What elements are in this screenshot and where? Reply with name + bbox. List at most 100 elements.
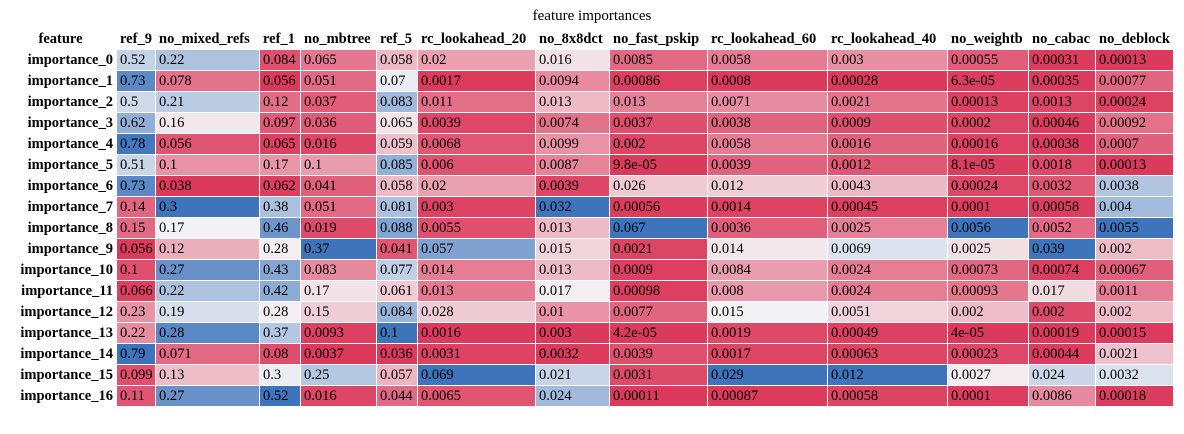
column-header: no_8x8dct — [535, 28, 610, 50]
heatmap-cell: 0.0043 — [827, 175, 948, 197]
heatmap-cell: 0.0074 — [535, 112, 610, 134]
heatmap-cell: 0.5 — [116, 91, 156, 113]
heatmap-cell: 0.23 — [116, 301, 156, 323]
heatmap-cell: 0.016 — [300, 133, 377, 155]
heatmap-cell: 0.012 — [707, 175, 828, 197]
column-header: rc_lookahead_20 — [417, 28, 536, 50]
heatmap-cell: 0.22 — [155, 280, 260, 302]
row-label: importance_9 — [4, 238, 117, 260]
heatmap-cell: 0.028 — [417, 301, 536, 323]
heatmap-cell: 0.0069 — [827, 238, 948, 260]
heatmap-cell: 0.15 — [300, 301, 377, 323]
row-label: importance_13 — [4, 322, 117, 344]
corner-label: feature — [4, 28, 117, 50]
heatmap-table: feature ref_9 no_mixed_refs ref_1 no_mbtree… — [4, 28, 1174, 407]
heatmap-cell: 0.0094 — [535, 70, 610, 92]
row-label: importance_7 — [4, 196, 117, 218]
heatmap-cell: 0.38 — [259, 196, 301, 218]
heatmap-cell: 0.002 — [947, 301, 1029, 323]
heatmap-cell: 0.0099 — [535, 133, 610, 155]
heatmap-cell: 0.003 — [417, 196, 536, 218]
heatmap-cell: 0.3 — [259, 364, 301, 386]
heatmap-cell: 0.0086 — [1028, 385, 1096, 407]
heatmap-cell: 0.00045 — [827, 196, 948, 218]
heatmap-cell: 0.00044 — [1028, 343, 1096, 365]
row-label: importance_4 — [4, 133, 117, 155]
heatmap-cell: 0.0068 — [417, 133, 536, 155]
heatmap-cell: 0.00092 — [1095, 112, 1174, 134]
heatmap-cell: 0.21 — [155, 91, 260, 113]
heatmap-cell: 0.013 — [535, 217, 610, 239]
heatmap-cell: 0.0039 — [535, 175, 610, 197]
heatmap-cell: 0.062 — [259, 175, 301, 197]
column-header: no_weightb — [947, 28, 1029, 50]
heatmap-cell: 0.0002 — [947, 112, 1029, 134]
heatmap-cell: 0.0007 — [1095, 133, 1174, 155]
heatmap-cell: 0.065 — [259, 133, 301, 155]
heatmap-cell: 0.036 — [300, 112, 377, 134]
heatmap-cell: 0.0031 — [417, 343, 536, 365]
heatmap-cell: 0.19 — [155, 301, 260, 323]
heatmap-cell: 0.059 — [376, 133, 418, 155]
row-label: importance_5 — [4, 154, 117, 176]
heatmap-cell: 0.056 — [259, 70, 301, 92]
heatmap-cell: 0.084 — [376, 301, 418, 323]
row-label: importance_11 — [4, 280, 117, 302]
heatmap-cell: 0.00011 — [609, 385, 708, 407]
row-label: importance_14 — [4, 343, 117, 365]
heatmap-cell: 0.1 — [376, 322, 418, 344]
heatmap-cell: 0.081 — [376, 196, 418, 218]
heatmap-cell: 8.1e-05 — [947, 154, 1029, 176]
heatmap-cell: 0.012 — [827, 364, 948, 386]
heatmap-cell: 0.041 — [300, 175, 377, 197]
heatmap-cell: 0.013 — [535, 259, 610, 281]
heatmap-cell: 0.52 — [259, 385, 301, 407]
heatmap-cell: 0.0009 — [827, 112, 948, 134]
heatmap-cell: 0.15 — [116, 217, 156, 239]
heatmap-cell: 0.37 — [300, 238, 377, 260]
heatmap-cell: 0.00093 — [947, 280, 1029, 302]
heatmap-cell: 0.0058 — [707, 133, 828, 155]
heatmap-cell: 0.14 — [116, 196, 156, 218]
heatmap-cell: 0.002 — [1095, 301, 1174, 323]
heatmap-cell: 0.1 — [300, 154, 377, 176]
table-row: importance_10 0.1 0.27 0.43 0.083 0.077 0.014 0… — [4, 259, 1174, 281]
heatmap-cell: 0.0032 — [535, 343, 610, 365]
heatmap-cell: 0.0032 — [1028, 175, 1096, 197]
heatmap-cell: 0.0025 — [827, 217, 948, 239]
heatmap-cell: 0.021 — [535, 364, 610, 386]
row-label: importance_2 — [4, 91, 117, 113]
table-row: importance_13 0.22 0.28 0.37 0.0093 0.1 0.0016… — [4, 322, 1174, 344]
column-header: no_mbtree — [300, 28, 377, 50]
column-header: ref_9 — [116, 28, 156, 50]
heatmap-cell: 0.28 — [259, 238, 301, 260]
heatmap-cell: 0.00086 — [609, 70, 708, 92]
heatmap-cell: 0.077 — [376, 259, 418, 281]
column-header: ref_1 — [259, 28, 301, 50]
heatmap-cell: 0.01 — [535, 301, 610, 323]
heatmap-cell: 0.085 — [376, 154, 418, 176]
heatmap-cell: 0.13 — [155, 364, 260, 386]
table-row: importance_9 0.056 0.12 0.28 0.37 0.041 0.057 0… — [4, 238, 1174, 260]
heatmap-cell: 0.0056 — [947, 217, 1029, 239]
heatmap-cell: 0.37 — [259, 322, 301, 344]
table-row: importance_3 0.62 0.16 0.097 0.036 0.065 0.003… — [4, 112, 1174, 134]
heatmap-cell: 0.0016 — [417, 322, 536, 344]
heatmap-cell: 0.039 — [1028, 238, 1096, 260]
heatmap-cell: 0.0031 — [609, 364, 708, 386]
heatmap-cell: 0.00049 — [827, 322, 948, 344]
column-header: no_fast_pskip — [609, 28, 708, 50]
heatmap-cell: 0.00087 — [707, 385, 828, 407]
heatmap-cell: 0.014 — [707, 238, 828, 260]
heatmap-cell: 0.22 — [116, 322, 156, 344]
table-row: importance_6 0.73 0.038 0.062 0.041 0.058 0.02… — [4, 175, 1174, 197]
heatmap-cell: 0.00074 — [1028, 259, 1096, 281]
heatmap-cell: 0.0018 — [1028, 154, 1096, 176]
heatmap-cell: 0.73 — [116, 175, 156, 197]
heatmap-cell: 0.27 — [155, 385, 260, 407]
heatmap-cell: 0.73 — [116, 70, 156, 92]
heatmap-cell: 0.002 — [1028, 301, 1096, 323]
heatmap-cell: 0.42 — [259, 280, 301, 302]
heatmap-cell: 0.083 — [300, 259, 377, 281]
heatmap-cell: 4e-05 — [947, 322, 1029, 344]
